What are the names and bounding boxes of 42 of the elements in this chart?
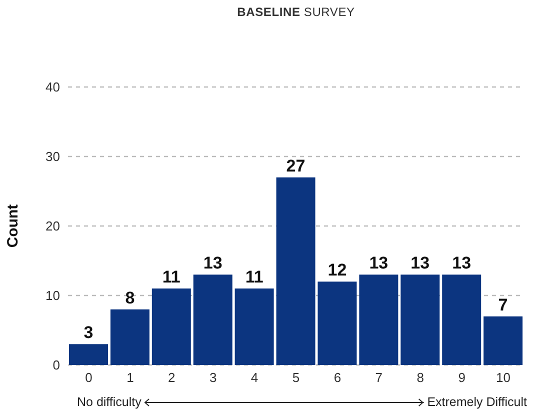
chart-title: BASELINE SURVEY bbox=[237, 5, 355, 19]
y-tick-label: 20 bbox=[46, 218, 60, 234]
x-tick-label: 8 bbox=[416, 370, 424, 386]
bar bbox=[276, 177, 316, 365]
bar bbox=[110, 309, 150, 365]
data-label: 3 bbox=[84, 323, 94, 342]
bar bbox=[359, 274, 398, 365]
x-tick-label: 2 bbox=[168, 370, 176, 386]
text: No difficulty bbox=[77, 395, 142, 409]
bar bbox=[318, 282, 357, 365]
bar bbox=[193, 274, 232, 365]
x-tick-label: 10 bbox=[496, 370, 511, 386]
x-tick-label: 3 bbox=[209, 370, 217, 386]
bar bbox=[442, 274, 482, 365]
bar bbox=[400, 274, 440, 365]
y-tick-label: 10 bbox=[46, 288, 60, 304]
bar bbox=[152, 288, 191, 365]
data-label: 7 bbox=[498, 295, 508, 314]
x-tick-label: 4 bbox=[250, 370, 258, 386]
data-label: 11 bbox=[162, 268, 180, 287]
data-label: 12 bbox=[328, 260, 347, 280]
data-label: 8 bbox=[125, 288, 135, 308]
y-tick-label: 30 bbox=[46, 149, 60, 164]
bar bbox=[234, 288, 274, 365]
y-axis-title: Count bbox=[4, 204, 22, 248]
x-tick-label: 1 bbox=[126, 370, 134, 386]
y-tick-label: 0 bbox=[52, 358, 60, 373]
x-tick-label: 6 bbox=[334, 370, 342, 386]
data-label: 13 bbox=[410, 254, 430, 273]
y-tick-label: 40 bbox=[46, 80, 60, 95]
data-label: 11 bbox=[245, 268, 264, 287]
bar bbox=[69, 344, 108, 365]
data-label: 13 bbox=[452, 254, 472, 273]
x-tick-label: 5 bbox=[292, 370, 300, 386]
data-label: 13 bbox=[369, 254, 388, 273]
x-tick-label: 9 bbox=[458, 370, 466, 386]
bar bbox=[484, 316, 523, 365]
text: Extremely Difficult bbox=[427, 395, 527, 409]
data-label: 27 bbox=[286, 156, 306, 176]
x-tick-label: 0 bbox=[85, 370, 92, 386]
x-tick-label: 7 bbox=[375, 370, 383, 386]
data-label: 13 bbox=[203, 254, 222, 273]
